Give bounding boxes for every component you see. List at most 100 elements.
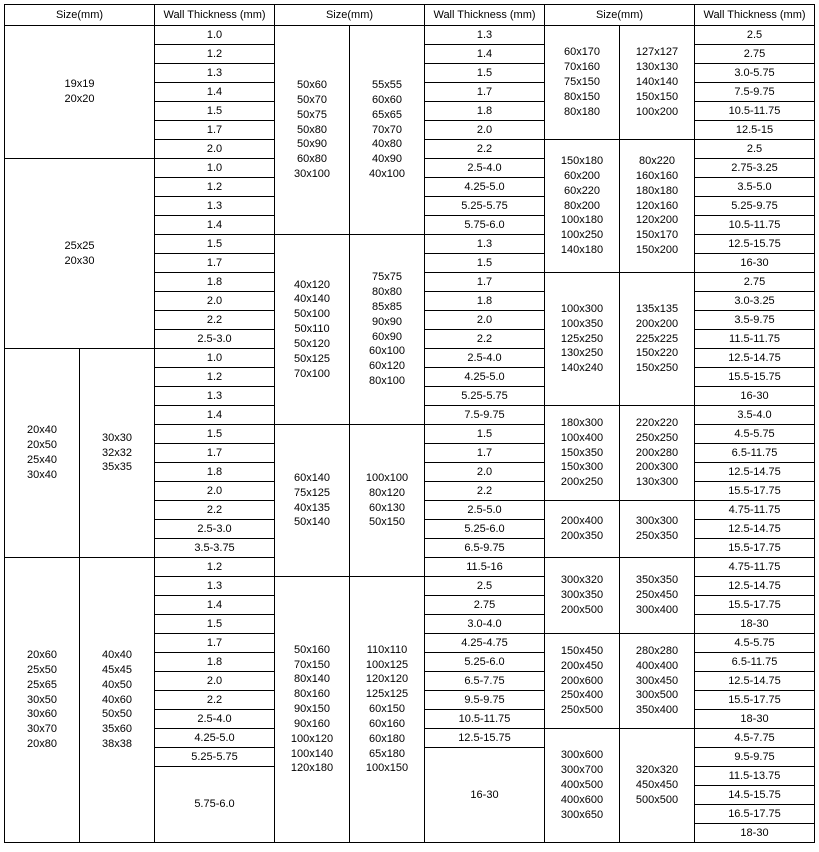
size-cell: 60x170 70x160 75x150 80x150 80x180 bbox=[545, 26, 620, 140]
wall-cell: 12.5-14.75 bbox=[695, 520, 815, 539]
size-cell: 19x19 20x20 bbox=[5, 26, 155, 159]
wall-cell: 3.0-3.25 bbox=[695, 292, 815, 311]
size-cell: 50x60 50x70 50x75 50x80 50x90 60x80 30x1… bbox=[275, 26, 350, 235]
wall-cell: 4.5-7.75 bbox=[695, 729, 815, 748]
wall-cell: 18-30 bbox=[695, 824, 815, 843]
wall-cell: 1.4 bbox=[155, 216, 275, 235]
wall-cell: 5.25-6.0 bbox=[425, 653, 545, 672]
wall-cell: 7.5-9.75 bbox=[425, 406, 545, 425]
wall-cell: 1.8 bbox=[425, 292, 545, 311]
wall-cell: 6.5-9.75 bbox=[425, 539, 545, 558]
wall-cell: 5.25-5.75 bbox=[425, 387, 545, 406]
wall-cell: 2.5-5.0 bbox=[425, 501, 545, 520]
wall-cell: 2.5 bbox=[695, 26, 815, 45]
wall-cell: 9.5-9.75 bbox=[695, 748, 815, 767]
wall-cell: 1.0 bbox=[155, 349, 275, 368]
wall-cell: 5.25-5.75 bbox=[425, 197, 545, 216]
wall-cell: 9.5-9.75 bbox=[425, 691, 545, 710]
wall-cell: 2.5-4.0 bbox=[425, 349, 545, 368]
wall-cell: 4.75-11.75 bbox=[695, 558, 815, 577]
wall-cell: 5.25-5.75 bbox=[155, 748, 275, 767]
size-cell: 40x40 45x45 40x50 40x60 50x50 35x60 38x3… bbox=[80, 558, 155, 843]
wall-cell: 15.5-17.75 bbox=[695, 482, 815, 501]
size-cell: 200x400 200x350 bbox=[545, 501, 620, 558]
wall-cell: 1.3 bbox=[155, 197, 275, 216]
wall-cell: 16-30 bbox=[695, 254, 815, 273]
wall-cell: 1.7 bbox=[155, 444, 275, 463]
size-cell: 220x220 250x250 200x280 200x300 130x300 bbox=[620, 406, 695, 501]
size-cell: 50x160 70x150 80x140 80x160 90x150 90x16… bbox=[275, 577, 350, 843]
wall-cell: 16-30 bbox=[425, 748, 545, 843]
wall-cell: 1.2 bbox=[155, 368, 275, 387]
wall-cell: 2.2 bbox=[425, 482, 545, 501]
size-cell: 320x320 450x450 500x500 bbox=[620, 729, 695, 843]
wall-cell: 2.5-3.0 bbox=[155, 520, 275, 539]
spec-table: Size(mm) Wall Thickness (mm) Size(mm) Wa… bbox=[4, 4, 815, 843]
wall-cell: 16-30 bbox=[695, 387, 815, 406]
wall-cell: 1.0 bbox=[155, 159, 275, 178]
wall-cell: 1.0 bbox=[155, 26, 275, 45]
wall-cell: 1.3 bbox=[155, 577, 275, 596]
size-cell: 60x140 75x125 40x135 50x140 bbox=[275, 425, 350, 577]
wall-cell: 4.25-5.0 bbox=[155, 729, 275, 748]
size-cell: 40x120 40x140 50x100 50x110 50x120 50x12… bbox=[275, 235, 350, 425]
wall-cell: 18-30 bbox=[695, 710, 815, 729]
header-wall-2: Wall Thickness (mm) bbox=[425, 5, 545, 26]
wall-cell: 1.5 bbox=[155, 102, 275, 121]
wall-cell: 1.7 bbox=[155, 121, 275, 140]
wall-cell: 1.5 bbox=[425, 64, 545, 83]
wall-cell: 12.5-15 bbox=[695, 121, 815, 140]
size-cell: 135x135 200x200 225x225 150x220 150x250 bbox=[620, 273, 695, 406]
wall-cell: 12.5-14.75 bbox=[695, 349, 815, 368]
wall-cell: 2.0 bbox=[425, 463, 545, 482]
size-cell: 55x55 60x60 65x65 70x70 40x80 40x90 40x1… bbox=[350, 26, 425, 235]
wall-cell: 1.5 bbox=[425, 425, 545, 444]
size-cell: 300x600 300x700 400x500 400x600 300x650 bbox=[545, 729, 620, 843]
wall-cell: 12.5-15.75 bbox=[425, 729, 545, 748]
size-cell: 110x110 100x125 120x120 125x125 60x150 6… bbox=[350, 577, 425, 843]
wall-cell: 4.5-5.75 bbox=[695, 425, 815, 444]
wall-cell: 1.5 bbox=[155, 425, 275, 444]
wall-cell: 12.5-14.75 bbox=[695, 463, 815, 482]
wall-cell: 2.0 bbox=[155, 292, 275, 311]
wall-cell: 5.75-6.0 bbox=[155, 767, 275, 843]
wall-cell: 15.5-17.75 bbox=[695, 596, 815, 615]
wall-cell: 3.5-5.0 bbox=[695, 178, 815, 197]
wall-cell: 11.5-16 bbox=[425, 558, 545, 577]
wall-cell: 15.5-17.75 bbox=[695, 691, 815, 710]
size-cell: 150x450 200x450 200x600 250x400 250x500 bbox=[545, 634, 620, 729]
wall-cell: 5.25-9.75 bbox=[695, 197, 815, 216]
wall-cell: 10.5-11.75 bbox=[425, 710, 545, 729]
wall-cell: 3.5-9.75 bbox=[695, 311, 815, 330]
size-cell: 75x75 80x80 85x85 90x90 60x90 60x100 60x… bbox=[350, 235, 425, 425]
header-size-1: Size(mm) bbox=[5, 5, 155, 26]
wall-cell: 1.8 bbox=[155, 273, 275, 292]
wall-cell: 4.5-5.75 bbox=[695, 634, 815, 653]
wall-cell: 6.5-7.75 bbox=[425, 672, 545, 691]
wall-cell: 3.0-5.75 bbox=[695, 64, 815, 83]
wall-cell: 4.75-11.75 bbox=[695, 501, 815, 520]
size-cell: 80x220 160x160 180x180 120x160 120x200 1… bbox=[620, 140, 695, 273]
wall-cell: 2.0 bbox=[155, 140, 275, 159]
wall-cell: 2.5 bbox=[695, 140, 815, 159]
header-size-2: Size(mm) bbox=[275, 5, 425, 26]
size-cell: 20x40 20x50 25x40 30x40 bbox=[5, 349, 80, 558]
wall-cell: 1.4 bbox=[155, 406, 275, 425]
wall-cell: 2.5 bbox=[425, 577, 545, 596]
wall-cell: 15.5-17.75 bbox=[695, 539, 815, 558]
wall-cell: 2.5-3.0 bbox=[155, 330, 275, 349]
wall-cell: 2.2 bbox=[155, 691, 275, 710]
wall-cell: 3.5-3.75 bbox=[155, 539, 275, 558]
size-cell: 20x60 25x50 25x65 30x50 30x60 30x70 20x8… bbox=[5, 558, 80, 843]
wall-cell: 5.25-6.0 bbox=[425, 520, 545, 539]
wall-cell: 1.8 bbox=[425, 102, 545, 121]
size-cell: 280x280 400x400 300x450 300x500 350x400 bbox=[620, 634, 695, 729]
wall-cell: 3.0-4.0 bbox=[425, 615, 545, 634]
wall-cell: 2.0 bbox=[155, 482, 275, 501]
wall-cell: 1.5 bbox=[155, 235, 275, 254]
wall-cell: 1.5 bbox=[155, 615, 275, 634]
wall-cell: 1.3 bbox=[425, 235, 545, 254]
wall-cell: 7.5-9.75 bbox=[695, 83, 815, 102]
wall-cell: 4.25-4.75 bbox=[425, 634, 545, 653]
wall-cell: 14.5-15.75 bbox=[695, 786, 815, 805]
